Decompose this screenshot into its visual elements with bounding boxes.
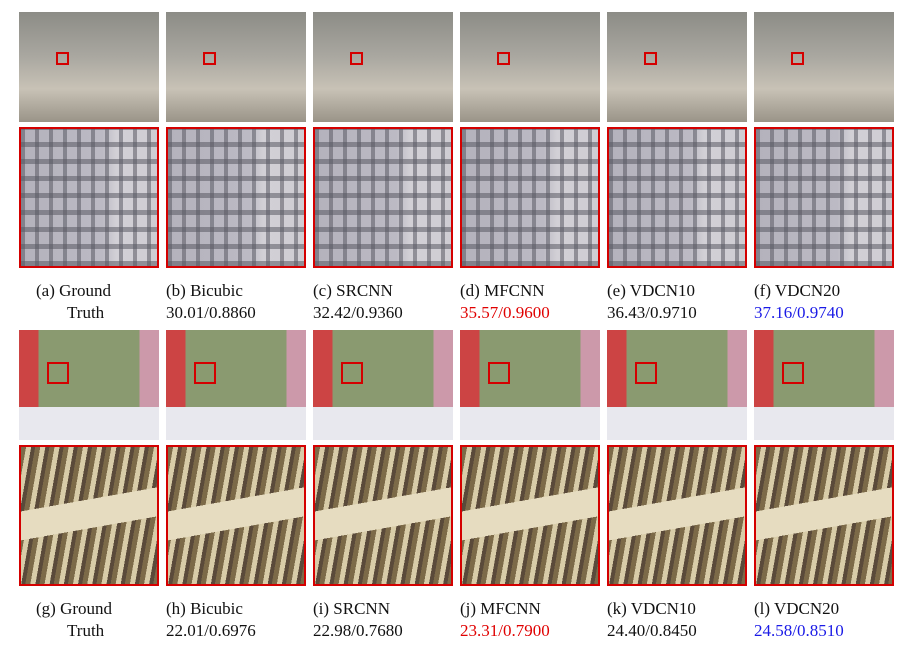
panel-caption: (i) SRCNN 22.98/0.7680 [313,598,460,642]
zoomed-crop-image [460,127,600,268]
panel-caption: (e) VDCN10 36.43/0.9710 [607,280,754,324]
panel-caption: (b) Bicubic 30.01/0.8860 [166,280,313,324]
panel-caption: (d) MFCNN 35.57/0.9600 [460,280,607,324]
caption-label: (d) MFCNN [460,281,545,300]
zoom-region-box [497,52,510,65]
zoomed-crop-image [313,445,453,586]
thumbnail-image [754,330,894,440]
caption-label: (c) SRCNN [313,281,393,300]
thumbnail-image [313,330,453,440]
zoom-region-box [782,362,804,384]
zoom-region-box [47,362,69,384]
caption-label: (j) MFCNN [460,599,541,618]
zoomed-crop-image [313,127,453,268]
caption-label: (a) Ground [36,281,112,300]
caption-metric: Truth [67,303,105,322]
zoomed-crop-image [607,445,747,586]
zoom-region-box [56,52,69,65]
thumbnail-image [754,12,894,122]
caption-label: (k) VDCN10 [607,599,696,618]
caption-metric: Truth [67,621,105,640]
zoom-region-box [791,52,804,65]
zoomed-crop-image [460,445,600,586]
panel-caption: (a) Ground Truth [36,280,183,324]
thumbnail-image [607,12,747,122]
panel-caption: (k) VDCN10 24.40/0.8450 [607,598,754,642]
caption-label: (b) Bicubic [166,281,243,300]
panel-caption: (f) VDCN20 37.16/0.9740 [754,280,901,324]
zoom-region-box [203,52,216,65]
thumbnail-image [313,12,453,122]
caption-metric: 22.01/0.6976 [166,621,256,640]
thumbnail-image [460,12,600,122]
zoom-region-box [350,52,363,65]
panel-caption: (c) SRCNN 32.42/0.9360 [313,280,460,324]
panel-caption: (g) Ground Truth [36,598,183,642]
thumbnail-image [607,330,747,440]
caption-metric: 35.57/0.9600 [460,303,550,322]
caption-metric: 32.42/0.9360 [313,303,403,322]
caption-label: (h) Bicubic [166,599,243,618]
thumbnail-image [19,12,159,122]
panel-caption: (j) MFCNN 23.31/0.7900 [460,598,607,642]
caption-label: (l) VDCN20 [754,599,840,618]
caption-metric: 30.01/0.8860 [166,303,256,322]
caption-metric: 37.16/0.9740 [754,303,844,322]
caption-metric: 24.58/0.8510 [754,621,844,640]
caption-metric: 22.98/0.7680 [313,621,403,640]
caption-label: (e) VDCN10 [607,281,695,300]
thumbnail-image [166,12,306,122]
caption-label: (i) SRCNN [313,599,390,618]
thumbnail-image [460,330,600,440]
zoomed-crop-image [19,445,159,586]
zoom-region-box [635,362,657,384]
zoomed-crop-image [754,445,894,586]
caption-metric: 24.40/0.8450 [607,621,697,640]
zoomed-crop-image [607,127,747,268]
zoomed-crop-image [754,127,894,268]
thumbnail-image [166,330,306,440]
caption-label: (g) Ground [36,599,113,618]
zoom-region-box [488,362,510,384]
panel-caption: (h) Bicubic 22.01/0.6976 [166,598,313,642]
zoom-region-box [644,52,657,65]
zoom-region-box [341,362,363,384]
thumbnail-image [19,330,159,440]
zoomed-crop-image [19,127,159,268]
caption-label: (f) VDCN20 [754,281,841,300]
zoomed-crop-image [166,127,306,268]
zoomed-crop-image [166,445,306,586]
caption-metric: 23.31/0.7900 [460,621,550,640]
panel-caption: (l) VDCN20 24.58/0.8510 [754,598,901,642]
caption-metric: 36.43/0.9710 [607,303,697,322]
zoom-region-box [194,362,216,384]
